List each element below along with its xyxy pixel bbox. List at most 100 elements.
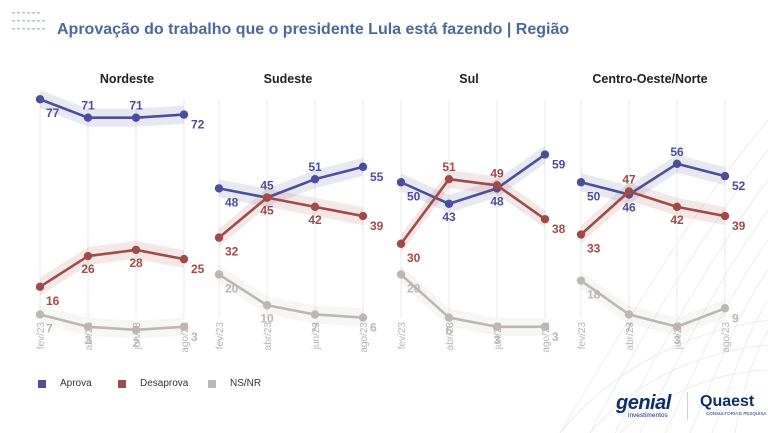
data-label-nsnr: 3	[191, 330, 198, 344]
data-point-desaprova	[672, 202, 682, 212]
data-point-aprova	[35, 95, 45, 104]
data-label-nsnr: 10	[260, 311, 274, 325]
data-point-nsnr	[396, 270, 406, 279]
series-band-nsnr	[581, 271, 725, 336]
data-point-nsnr	[131, 325, 141, 335]
data-point-nsnr	[83, 322, 93, 331]
data-point-desaprova	[358, 211, 368, 221]
data-label-desaprova: 25	[191, 262, 205, 276]
data-label-desaprova: 32	[225, 245, 239, 259]
data-point-nsnr	[492, 322, 502, 331]
data-point-desaprova	[262, 193, 272, 202]
data-label-nsnr: 18	[587, 288, 601, 302]
quaest-logo-name: Quaest	[700, 393, 755, 410]
panel-title-centro-oeste-norte: Centro-Oeste/Norte	[592, 72, 708, 86]
data-label-aprova: 45	[260, 179, 274, 193]
legend-swatch-nsnr	[208, 379, 216, 388]
data-label-nsnr: 9	[732, 311, 739, 325]
x-tick-label: abr/23	[263, 322, 274, 351]
series-line-aprova	[218, 165, 364, 199]
series-band-desaprova	[40, 240, 184, 296]
series-band-desaprova	[401, 170, 545, 253]
legend-label-desaprova: Desaprova	[140, 378, 189, 389]
data-point-aprova	[540, 150, 550, 159]
data-point-desaprova	[540, 214, 550, 224]
data-point-desaprova	[83, 251, 93, 261]
data-label-aprova: 71	[129, 99, 143, 113]
data-label-nsnr: 7	[312, 320, 319, 334]
data-label-nsnr: 7	[46, 321, 53, 335]
chart-title: Aprovação do trabalho que o presidente L…	[57, 21, 570, 38]
legend-swatch-aprova	[38, 379, 46, 388]
data-point-nsnr	[35, 310, 45, 319]
x-tick-label: abr/23	[84, 322, 95, 351]
data-point-aprova	[179, 110, 189, 119]
data-point-desaprova	[720, 211, 730, 221]
data-point-nsnr	[720, 304, 730, 313]
series-line-aprova	[580, 162, 726, 196]
data-label-aprova: 48	[225, 195, 239, 209]
genial-logo-sub: investimentos	[628, 412, 668, 419]
series-line-desaprova	[39, 248, 185, 288]
data-label-desaprova: 30	[407, 251, 421, 265]
data-label-aprova: 77	[46, 106, 60, 120]
series-line-desaprova	[580, 190, 726, 236]
data-point-desaprova	[444, 174, 454, 184]
data-label-aprova: 48	[490, 194, 504, 208]
data-point-nsnr	[358, 313, 368, 322]
x-tick-label: fev/23	[36, 322, 47, 350]
series-band-nsnr	[40, 305, 184, 339]
panel-title-nordeste: Nordeste	[99, 72, 155, 86]
series-line-nsnr	[218, 273, 364, 319]
data-point-aprova	[83, 113, 93, 122]
x-tick-label: fev/23	[577, 322, 588, 350]
series-band-desaprova	[219, 188, 363, 247]
data-point-nsnr	[179, 322, 189, 331]
data-point-nsnr	[540, 322, 550, 331]
legend-item-nsnr: NS/NR	[208, 378, 261, 389]
data-label-nsnr: 7	[626, 320, 633, 334]
quaest-logo: Quaest CONSULTORIA E PESQUISA	[700, 393, 766, 416]
data-point-aprova	[131, 113, 141, 122]
legend-label-nsnr: NS/NR	[230, 378, 262, 389]
series-band-desaprova	[581, 182, 725, 244]
series-line-aprova	[400, 153, 546, 206]
data-point-nsnr	[262, 301, 272, 310]
data-point-desaprova	[576, 230, 586, 239]
data-label-desaprova: 42	[670, 213, 684, 227]
data-label-aprova: 55	[370, 170, 384, 184]
x-tick-label: abr/23	[445, 322, 456, 351]
data-point-aprova	[444, 199, 454, 208]
data-point-aprova	[310, 174, 320, 184]
data-label-aprova: 56	[670, 145, 684, 159]
data-label-desaprova: 45	[260, 204, 274, 218]
series-line-desaprova	[399, 177, 546, 245]
legend-item-desaprova: Desaprova	[118, 378, 188, 389]
data-point-aprova	[358, 162, 368, 172]
data-point-nsnr	[576, 276, 586, 285]
data-point-desaprova	[624, 187, 634, 196]
quaest-logo-sub: CONSULTORIA E PESQUISA	[706, 411, 767, 416]
series-band-nsnr	[401, 265, 545, 336]
data-point-nsnr	[214, 270, 224, 279]
x-tick-label: fev/23	[397, 322, 408, 350]
x-tick-label: ago/23	[180, 322, 191, 353]
data-label-desaprova: 47	[622, 172, 636, 186]
data-label-nsnr: 6	[446, 324, 453, 338]
data-point-aprova	[576, 178, 586, 187]
data-label-desaprova: 38	[552, 222, 566, 236]
data-point-desaprova	[396, 239, 406, 248]
x-tick-label: jun/23	[311, 322, 322, 351]
series-band-nsnr	[219, 265, 363, 327]
data-label-desaprova: 26	[81, 262, 95, 276]
data-label-nsnr: 2	[133, 336, 140, 350]
dots-decoration-icon	[12, 12, 45, 30]
logo-divider	[687, 392, 688, 420]
series-line-nsnr	[400, 273, 545, 329]
data-label-aprova: 71	[81, 99, 95, 113]
series-line-nsnr	[580, 279, 726, 329]
data-point-aprova	[214, 184, 224, 193]
x-tick-label: jun/23	[132, 322, 143, 351]
data-label-nsnr: 20	[225, 282, 239, 296]
x-tick-label: ago/23	[359, 322, 370, 353]
